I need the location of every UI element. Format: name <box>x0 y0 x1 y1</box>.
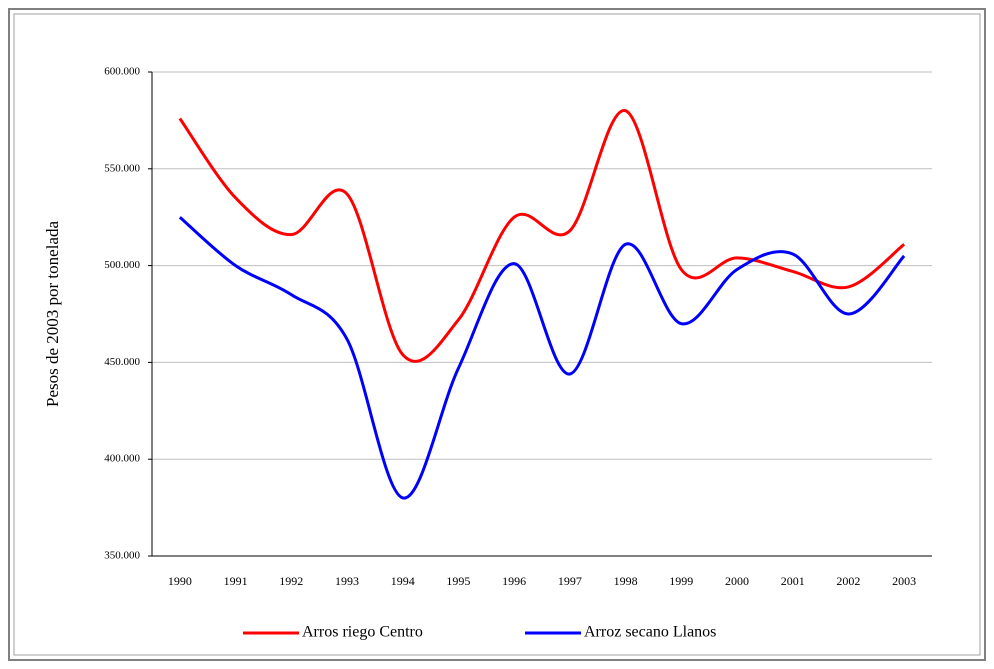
x-tick-label: 2001 <box>781 574 805 588</box>
x-tick-label: 1997 <box>558 574 582 588</box>
y-tick-label: 450.000 <box>104 356 140 368</box>
x-tick-label: 1992 <box>279 574 303 588</box>
x-tick-label: 1991 <box>224 574 248 588</box>
y-axis-label: Pesos de 2003 por tonelada <box>43 221 62 407</box>
frame-inner <box>13 13 981 656</box>
legend-label: Arros riego Centro <box>302 624 423 641</box>
x-tick-label: 1995 <box>446 574 470 588</box>
x-tick-label: 1993 <box>335 574 359 588</box>
x-tick-label: 1994 <box>391 574 415 588</box>
x-tick-label: 1999 <box>669 574 693 588</box>
x-tick-label: 1996 <box>502 574 526 588</box>
x-tick-label: 2000 <box>725 574 749 588</box>
series-line <box>178 216 906 500</box>
y-tick-label: 550.000 <box>104 162 140 174</box>
y-tick-label: 350.000 <box>104 550 140 562</box>
y-tick-label: 600.000 <box>104 66 140 78</box>
y-tick-label: 500.000 <box>104 259 140 271</box>
frame <box>8 8 986 661</box>
series-line <box>178 109 906 363</box>
x-tick-label: 2002 <box>836 574 860 588</box>
x-tick-label: 1998 <box>614 574 638 588</box>
y-tick-label: 400.000 <box>104 453 140 465</box>
x-tick-label: 1990 <box>168 574 192 588</box>
x-tick-label: 2003 <box>892 574 916 588</box>
legend-label: Arroz secano Llanos <box>584 624 716 641</box>
